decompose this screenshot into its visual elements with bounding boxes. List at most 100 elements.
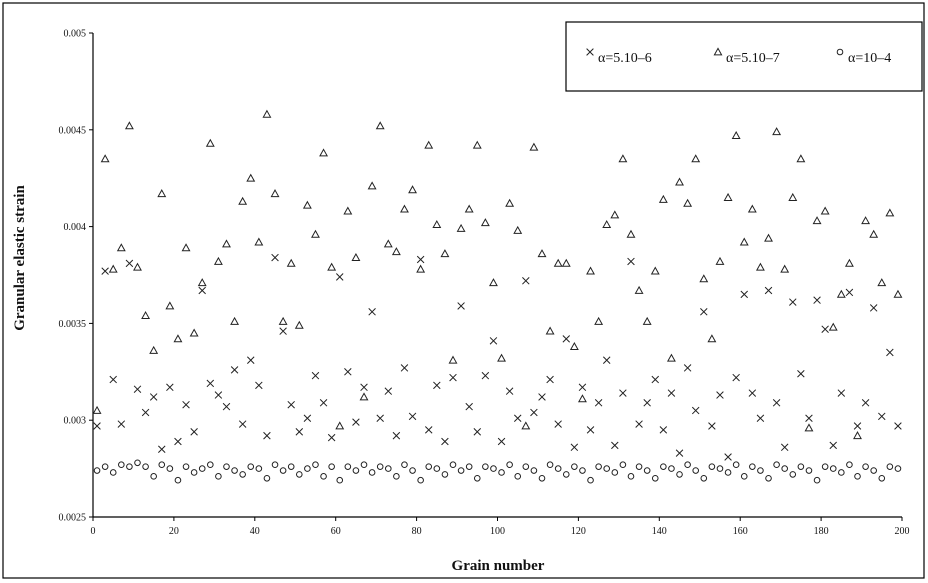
cross-point bbox=[295, 428, 304, 436]
circle-point bbox=[805, 467, 813, 474]
circle-point bbox=[894, 465, 902, 472]
triangle-point bbox=[885, 208, 895, 217]
circle-point bbox=[749, 463, 756, 470]
circle-point bbox=[829, 465, 837, 472]
cross-point bbox=[756, 414, 765, 423]
triangle-point bbox=[569, 342, 579, 351]
triangle-point bbox=[804, 423, 814, 432]
cross-point bbox=[505, 387, 514, 395]
triangle-point bbox=[302, 200, 312, 209]
circle-point bbox=[668, 465, 675, 472]
triangle-point bbox=[343, 206, 353, 215]
cross-point bbox=[449, 373, 457, 382]
circle-point bbox=[708, 463, 716, 470]
circle-point bbox=[255, 465, 263, 472]
legend-label: α=5.10–7 bbox=[726, 51, 780, 66]
cross-point bbox=[700, 308, 708, 316]
triangle-point bbox=[529, 142, 539, 151]
cross-point bbox=[740, 290, 748, 299]
triangle-point bbox=[270, 189, 280, 198]
circle-point bbox=[878, 474, 886, 482]
circle-point bbox=[223, 463, 230, 470]
triangle-point bbox=[133, 262, 142, 271]
x-tick-label: 120 bbox=[571, 526, 586, 537]
circle-point bbox=[530, 467, 538, 474]
circle-point bbox=[781, 465, 788, 472]
circle-point bbox=[498, 469, 505, 476]
cross-point bbox=[732, 373, 740, 382]
triangle-point bbox=[739, 237, 749, 246]
circle-point bbox=[328, 463, 335, 470]
triangle-point bbox=[416, 264, 426, 273]
circle-point bbox=[368, 469, 376, 476]
triangle-point bbox=[577, 394, 587, 403]
cross-point bbox=[166, 383, 174, 392]
circle-point bbox=[813, 476, 821, 484]
circle-point bbox=[514, 473, 522, 480]
circle-point bbox=[627, 473, 635, 480]
y-axis: 0.0025 0.003 0.0035 0.004 0.0045 0.005 bbox=[59, 29, 93, 524]
triangle-point bbox=[893, 289, 903, 298]
triangle-point bbox=[367, 181, 377, 190]
triangle-point bbox=[335, 421, 345, 430]
cross-point bbox=[538, 393, 546, 401]
circle-point bbox=[101, 463, 109, 470]
cross-point bbox=[117, 420, 126, 428]
circle-point bbox=[336, 476, 344, 484]
triangle-point bbox=[424, 140, 434, 149]
cross-point bbox=[319, 399, 328, 407]
circle-point bbox=[449, 461, 457, 469]
series-triangle bbox=[92, 109, 903, 440]
circle-point bbox=[635, 463, 643, 470]
cross-point bbox=[627, 257, 635, 266]
cross-point bbox=[805, 414, 813, 423]
triangle-point bbox=[92, 405, 102, 414]
triangle-point bbox=[173, 334, 183, 343]
triangle-point bbox=[383, 239, 393, 248]
circle-point bbox=[134, 459, 141, 467]
legend-box bbox=[565, 21, 923, 92]
circle-point bbox=[490, 465, 497, 472]
circle-point bbox=[393, 473, 400, 480]
circle-point bbox=[433, 465, 441, 472]
triangle-point bbox=[553, 258, 563, 267]
triangle-point bbox=[707, 334, 717, 343]
series-cross bbox=[93, 253, 902, 461]
cross-point bbox=[222, 402, 231, 411]
circle-point bbox=[239, 471, 246, 478]
circle-point bbox=[320, 473, 327, 480]
circle-point bbox=[166, 465, 174, 472]
triangle-point bbox=[359, 392, 369, 401]
y-axis-title: Granular elastic strain bbox=[12, 185, 28, 331]
circle-point bbox=[838, 469, 845, 476]
cross-point bbox=[635, 420, 643, 428]
cross-point bbox=[497, 437, 506, 446]
circle-point bbox=[854, 473, 861, 480]
cross-point bbox=[457, 302, 465, 310]
triangle-point bbox=[230, 316, 240, 325]
cross-point bbox=[416, 255, 425, 264]
circle-point bbox=[231, 467, 238, 474]
cross-point bbox=[780, 443, 789, 452]
y-tick-label: 0.0045 bbox=[59, 125, 87, 136]
triangle-point bbox=[213, 256, 223, 265]
triangle-point bbox=[464, 204, 474, 213]
cross-point bbox=[530, 408, 538, 417]
circle-point bbox=[482, 463, 489, 470]
triangle-point bbox=[497, 353, 506, 362]
circle-point bbox=[700, 474, 708, 482]
circle-point bbox=[247, 463, 255, 470]
triangle-point bbox=[764, 233, 773, 242]
cross-point bbox=[141, 408, 150, 417]
circle-point bbox=[579, 467, 586, 474]
triangle-point bbox=[610, 210, 620, 219]
triangle-point bbox=[246, 173, 256, 182]
circle-point bbox=[789, 471, 797, 478]
cross-point bbox=[797, 369, 805, 378]
triangle-point bbox=[861, 216, 871, 225]
triangle-point bbox=[448, 355, 458, 364]
circle-point bbox=[465, 463, 473, 470]
circle-point bbox=[660, 463, 667, 470]
cross-point bbox=[578, 383, 587, 392]
